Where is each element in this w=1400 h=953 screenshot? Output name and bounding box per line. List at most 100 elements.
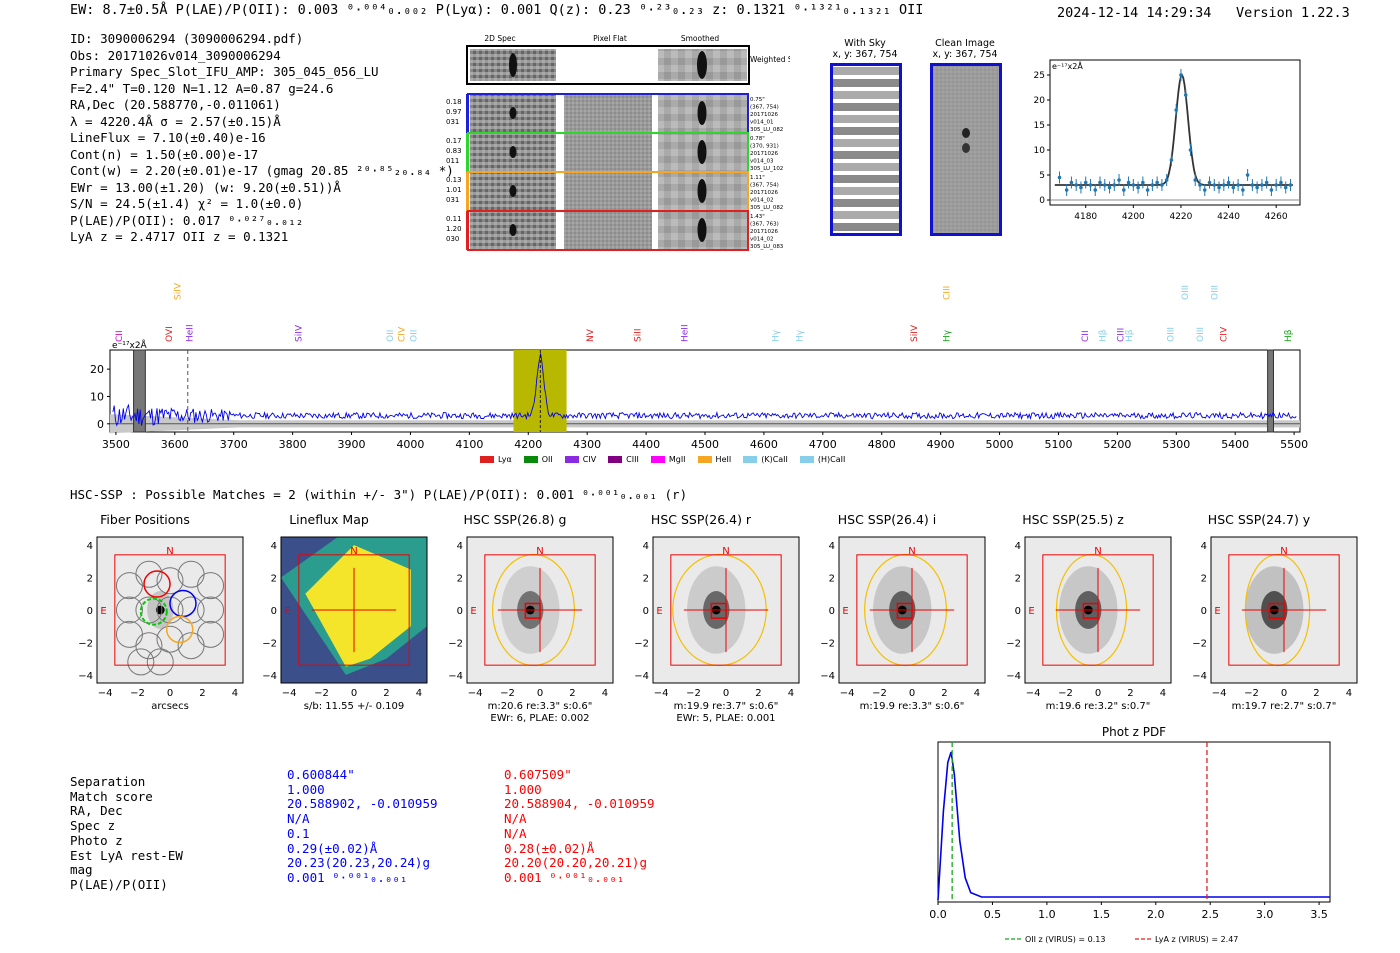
legend-swatch — [480, 456, 494, 463]
sky-stripe — [832, 91, 900, 99]
row-source-smooth — [697, 140, 707, 164]
legend-label: CIV — [582, 455, 597, 464]
row-left-label: 0.18 — [446, 98, 462, 106]
row-right-label: v014_02 — [750, 237, 774, 243]
sky-stripe — [832, 103, 900, 111]
spec-xtick-label: 4800 — [868, 438, 896, 451]
line-fit-plot: 0 5 10 15 20 25 4180 4200 4220 4240 4260 e⁻¹⁷x2Å — [1034, 59, 1301, 222]
spec-line-label: OIII — [1166, 327, 1176, 342]
fit-point — [1274, 183, 1278, 187]
fit-point — [1193, 178, 1198, 182]
north-label: N — [722, 546, 729, 557]
panel-image: N E −4 −4 −2 −2 0 0 2 2 4 4 m:19.6 re:3.2" s:0.7" — [1006, 536, 1172, 712]
panel-xlabel: arcsecs — [151, 701, 189, 712]
fit-xtick-label: 4260 — [1265, 212, 1288, 222]
fit-xtick-label: 4220 — [1169, 212, 1192, 222]
fit-point — [1202, 188, 1207, 192]
panel-xtick-label: −4 — [1026, 688, 1041, 699]
spec-line-label: CIII — [943, 286, 953, 300]
pdf-title: Phot z PDF — [1102, 725, 1166, 739]
row-right-label: 305_LU_082 — [750, 127, 783, 133]
legend-swatch — [799, 456, 814, 463]
panel-xtick-label: −4 — [840, 688, 855, 699]
sky-stripe — [832, 115, 900, 123]
weighted-source-smooth — [697, 51, 707, 79]
panel-frame — [96, 536, 244, 684]
fiber-circle — [135, 632, 163, 660]
north-label: N — [350, 546, 357, 557]
cutout-row: 0.17 0.83 011 0.78" (370, 931)20171026 v014_0… — [446, 132, 783, 173]
panel-xtick-label: 4 — [1160, 688, 1166, 699]
blue-value: 1.000 — [287, 781, 325, 797]
fit-point — [1231, 185, 1236, 190]
legend-item: Lyα — [480, 455, 512, 464]
photz-pdf-plot: Phot z PDF 0.0 0.5 1.0 1.5 2.0 2.5 3.0 3.5 OII z … — [929, 725, 1331, 944]
panel-xtick-label: 2 — [569, 688, 575, 699]
fiber-red — [143, 570, 171, 598]
red-value: 0.001 ⁰·⁰⁰¹₀.₀₀₁ — [504, 869, 625, 885]
hsc-panel: Lineflux Map N E −4 −4 −2 −2 0 0 2 2 4 4 s/b: 11.55 +… — [229, 512, 429, 731]
panel-xtick-label: 0 — [1281, 688, 1287, 699]
spec-xtick-label: 4000 — [396, 438, 424, 451]
fit-point — [1131, 183, 1136, 187]
panel-image: N E −4 −4 −2 −2 0 0 2 2 4 4 arcsecs — [78, 536, 244, 712]
panel-ytick-label: −2 — [634, 638, 649, 649]
row-color-bar — [466, 94, 469, 133]
clean-source — [962, 128, 970, 138]
spec-line-label: CII — [1081, 330, 1091, 342]
sky-stripe — [832, 187, 900, 195]
panel-image: N E −4 −4 −2 −2 0 0 2 2 4 4 m:20.6 re:3.3" s:0.6"EWr… — [448, 536, 614, 724]
row-pixelflat — [564, 212, 652, 249]
panel-xtick-label: 0 — [723, 688, 729, 699]
panel-ytick-label: 2 — [829, 574, 835, 585]
pdf-axes-frame — [937, 741, 1331, 903]
panel-xtick-label: −4 — [654, 688, 669, 699]
spec-xtick-label: 5000 — [986, 438, 1014, 451]
row-color-bar — [466, 211, 469, 250]
spec-masked-region — [133, 349, 146, 433]
cutout-row: 0.13 1.01 031 1.11" (367, 754)20171026 v014_0… — [446, 171, 783, 212]
spec-line-label: OIII — [1196, 327, 1206, 342]
info-line: Cont(n) = 1.50(±0.00)e-17 — [70, 146, 259, 162]
center-box — [710, 602, 727, 619]
north-label: N — [908, 546, 915, 557]
fit-point — [1093, 188, 1098, 192]
fit-point — [1117, 178, 1121, 182]
row-left-label: 0.17 — [446, 137, 462, 145]
spec-line-label: SiIV — [174, 282, 184, 300]
spec-xtick-label: 4200 — [514, 438, 542, 451]
north-label: N — [166, 546, 173, 557]
panel-frame — [1024, 536, 1172, 684]
panel-xtick-label: 2 — [1313, 688, 1319, 699]
fit-point — [1236, 183, 1240, 187]
spec-xtick-label: 3500 — [102, 438, 130, 451]
fit-point — [1098, 180, 1102, 185]
fiber-orange — [165, 615, 194, 644]
pdf-curve — [937, 751, 1330, 901]
panel-ytick-label: −2 — [448, 638, 463, 649]
fit-point — [1107, 185, 1112, 190]
spec-line-label: Hγ — [943, 329, 953, 342]
legend-item: (K)CaII — [743, 455, 788, 464]
panel-xlabel: m:19.7 re:2.7" s:0.7" — [1232, 701, 1337, 712]
info-line: RA,Dec (20.588770,-0.011061) — [70, 97, 281, 112]
fit-point — [1241, 188, 1245, 192]
spec-line-label: OII — [409, 330, 419, 342]
clean-image — [930, 63, 1002, 236]
col-title-pixelflat: Pixel Flat — [593, 34, 627, 43]
panel-title: HSC SSP(24.7) y — [1207, 512, 1311, 527]
legend-label: (K)CaII — [761, 455, 788, 464]
spec-ylabel: e⁻¹⁷x2Å — [112, 339, 148, 351]
timestamp: 2024-12-14 14:29:34 — [1057, 5, 1212, 21]
spec-xtick-label: 5400 — [1221, 438, 1249, 451]
fit-point — [1102, 183, 1107, 187]
panel-sublabel: EWr: 5, PLAE: 0.001 — [676, 713, 775, 724]
galaxy-center — [155, 605, 165, 615]
info-line: Primary Spec_Slot_IFU_AMP: 305_045_056_L… — [70, 64, 379, 79]
panel-ytick-label: 0 — [829, 606, 835, 617]
fit-point — [1074, 183, 1078, 187]
red-value: 20.20(20.20,20.21)g — [504, 855, 647, 871]
fit-point — [1160, 183, 1164, 187]
spec-line-label: Hβ — [1125, 329, 1135, 342]
legend-item: CIII — [608, 455, 639, 464]
